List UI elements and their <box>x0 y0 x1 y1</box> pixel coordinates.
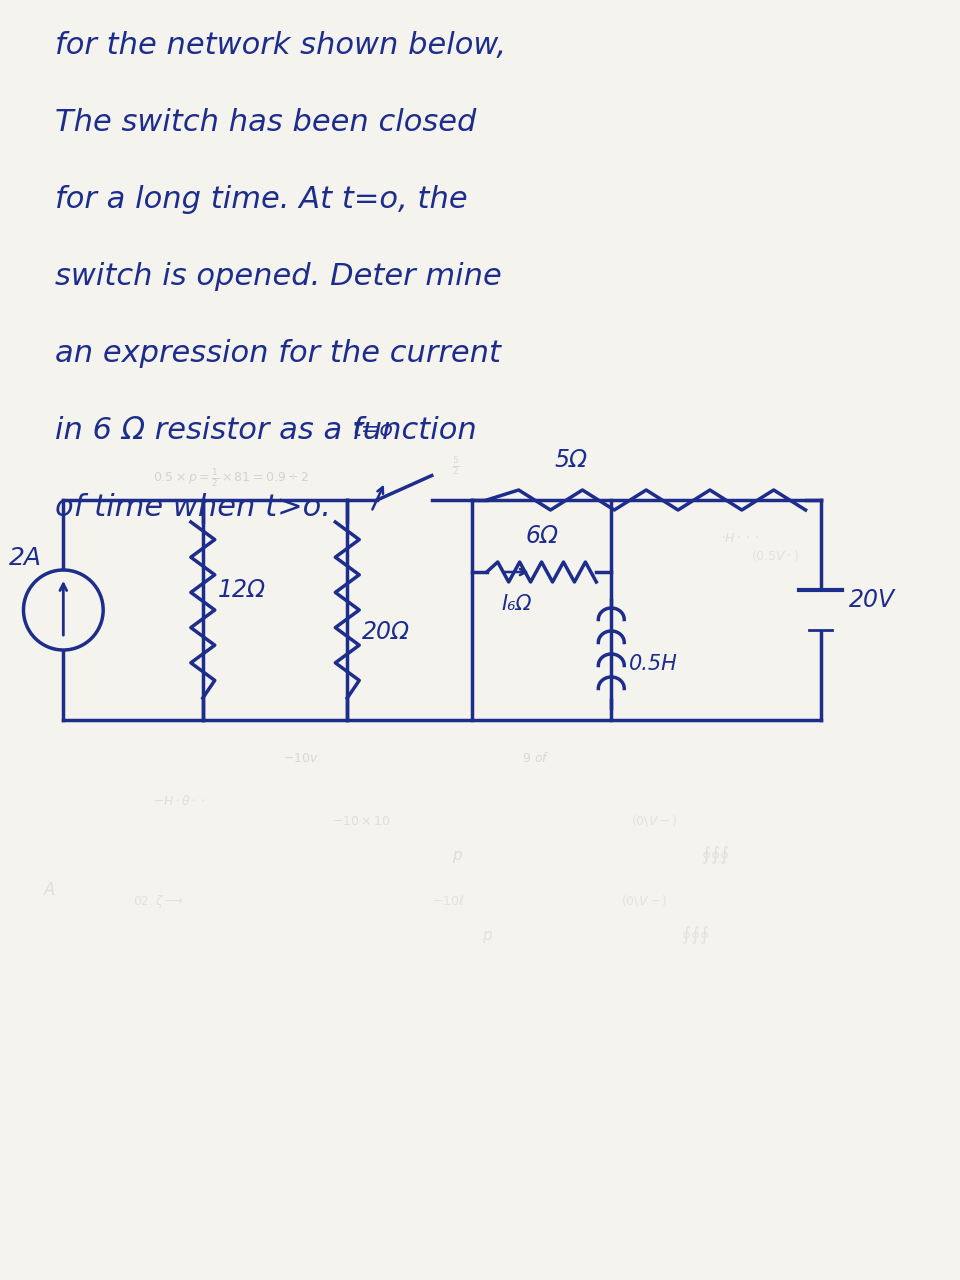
Text: $\oint\oint\oint$: $\oint\oint\oint$ <box>701 844 730 867</box>
Text: $p$: $p$ <box>452 849 463 865</box>
Text: $02.\zeta \longrightarrow$: $02.\zeta \longrightarrow$ <box>133 893 184 910</box>
Text: $A$: $A$ <box>43 881 57 899</box>
Text: 2A: 2A <box>9 547 41 570</box>
Text: $0.5\times p = \frac{1}{2}\times 81 = 0.9 \div 2$: $0.5\times p = \frac{1}{2}\times 81 = 0.… <box>153 467 309 489</box>
Text: $(0\backslash V-)$: $(0\backslash V-)$ <box>621 893 668 909</box>
Text: $-H \cdot \theta \cdot \cdot$: $-H \cdot \theta \cdot \cdot$ <box>153 794 205 808</box>
Text: $-10 \times 10$: $-10 \times 10$ <box>332 815 391 828</box>
Text: The switch has been closed: The switch has been closed <box>56 108 477 137</box>
Text: in 6 Ω resistor as a function: in 6 Ω resistor as a function <box>56 416 477 444</box>
Text: 20Ω: 20Ω <box>362 620 410 644</box>
Text: 12Ω: 12Ω <box>218 579 266 602</box>
Text: for the network shown below,: for the network shown below, <box>56 31 507 59</box>
Text: $(0.5V\cdot)$: $(0.5V\cdot)$ <box>751 548 799 563</box>
Text: 5Ω: 5Ω <box>555 448 588 472</box>
Text: 20V: 20V <box>849 588 895 612</box>
Text: $p$: $p$ <box>482 929 492 945</box>
Text: $\oint\oint\oint$: $\oint\oint\oint$ <box>681 924 709 946</box>
Text: $(0\backslash V-)$: $(0\backslash V-)$ <box>632 814 678 828</box>
Text: $-10\ell$: $-10\ell$ <box>432 893 465 908</box>
Text: of time when t>o.: of time when t>o. <box>56 493 331 521</box>
Text: I₆Ω: I₆Ω <box>502 594 532 614</box>
Text: 0.5H: 0.5H <box>629 654 678 675</box>
Text: 6Ω: 6Ω <box>525 524 558 548</box>
Text: $9\ of$: $9\ of$ <box>521 751 549 765</box>
Text: $- 10v$: $- 10v$ <box>282 753 319 765</box>
Text: switch is opened. Deter mine: switch is opened. Deter mine <box>56 261 502 291</box>
Text: for a long time. At t=o, the: for a long time. At t=o, the <box>56 184 468 214</box>
Text: an expression for the current: an expression for the current <box>56 338 501 367</box>
Text: $\cdot H \cdot \cdot \cdot$: $\cdot H \cdot \cdot \cdot$ <box>721 532 759 545</box>
Text: $\frac{5}{2}$: $\frac{5}{2}$ <box>452 456 460 477</box>
Text: t=o: t=o <box>352 420 394 440</box>
